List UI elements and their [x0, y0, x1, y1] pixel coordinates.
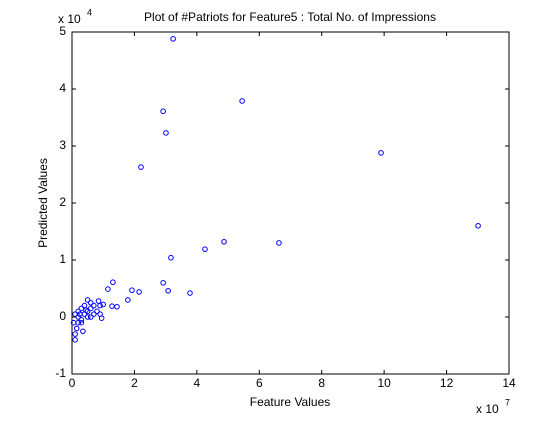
point — [72, 331, 78, 337]
x-tick-label: 14 — [502, 376, 516, 390]
point — [160, 280, 166, 286]
point — [83, 307, 89, 313]
point — [94, 308, 100, 315]
y-multiplier: x 10 — [58, 12, 81, 26]
x-tick-label: 4 — [194, 376, 201, 390]
point — [168, 254, 174, 261]
x-tick-label: 10 — [377, 376, 391, 390]
y-tick-label: -1 — [55, 366, 66, 380]
x-tick-label: 12 — [440, 376, 454, 390]
point — [72, 337, 78, 343]
point — [165, 287, 171, 294]
y-tick-label: 4 — [59, 81, 66, 95]
point — [475, 223, 481, 229]
point — [138, 164, 144, 170]
x-multiplier: x 10 — [476, 402, 499, 416]
point — [75, 314, 82, 320]
point — [72, 311, 78, 317]
point — [163, 130, 169, 136]
point — [91, 311, 97, 317]
plot-box — [71, 31, 510, 375]
y-tick-label: 0 — [59, 309, 66, 323]
point — [91, 302, 97, 309]
y-tick-label: 1 — [59, 252, 66, 266]
point — [98, 315, 105, 321]
point — [114, 303, 120, 310]
point — [110, 279, 116, 286]
point — [239, 98, 245, 104]
point — [78, 305, 85, 312]
point — [84, 314, 91, 320]
y-tick-label: 2 — [59, 195, 66, 209]
point — [378, 150, 384, 156]
x-multiplier-exponent: 7 — [505, 397, 510, 407]
y-tick-label: 3 — [59, 138, 66, 152]
point — [95, 298, 102, 304]
point — [221, 238, 227, 245]
point — [160, 108, 166, 115]
point — [105, 286, 111, 292]
point — [129, 287, 135, 294]
y-tick-label: 5 — [59, 24, 66, 38]
x-tick-label: 6 — [256, 376, 263, 390]
point — [202, 246, 208, 252]
point — [276, 240, 282, 246]
point — [77, 311, 83, 317]
point — [70, 319, 77, 326]
point — [109, 303, 115, 309]
y-multiplier-exponent: 4 — [87, 7, 92, 17]
x-tick-label: 2 — [131, 376, 138, 390]
point — [81, 302, 88, 309]
point — [87, 305, 94, 312]
point — [80, 328, 86, 335]
x-tick-label: 0 — [69, 376, 76, 390]
x-axis-label: Feature Values — [250, 395, 331, 409]
point — [75, 308, 82, 315]
point — [170, 36, 176, 42]
point — [78, 317, 85, 323]
point — [87, 314, 94, 320]
point — [73, 325, 80, 332]
point — [100, 301, 107, 308]
point — [78, 319, 85, 326]
point — [187, 290, 193, 296]
y-axis-label: Predicted Values — [36, 158, 50, 248]
point — [136, 289, 142, 295]
point — [87, 299, 94, 306]
x-tick-label: 8 — [318, 376, 325, 390]
chart-title: Plot of #Patriots for Feature5 : Total N… — [144, 10, 436, 24]
point — [125, 297, 131, 303]
point — [84, 297, 91, 303]
